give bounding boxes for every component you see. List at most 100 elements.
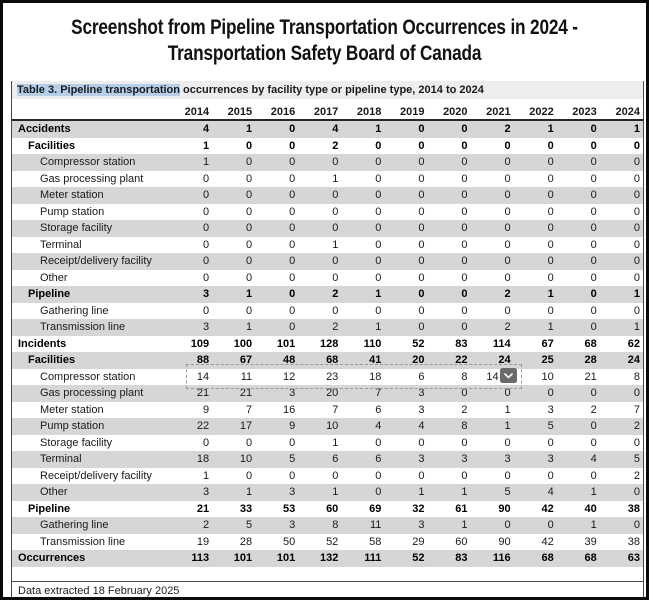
cell-2023[interactable]: 4	[590, 453, 597, 465]
cell-2023[interactable]: 1	[590, 486, 597, 498]
cell-2022[interactable]: 67	[541, 337, 554, 350]
cell-2022[interactable]: 0	[547, 222, 554, 234]
cell-2022[interactable]: 0	[547, 205, 554, 218]
cell-2014[interactable]: 3	[202, 486, 210, 498]
cell-2015[interactable]: 1	[246, 288, 253, 300]
cell-2024[interactable]: 0	[633, 189, 640, 201]
cell-2015[interactable]: 67	[239, 354, 253, 366]
cell-2024[interactable]: 5	[633, 453, 640, 465]
cell-2016[interactable]: 0	[289, 238, 296, 251]
cell-2017[interactable]: 20	[326, 387, 339, 399]
cell-2022[interactable]: 25	[541, 354, 554, 366]
cell-2022[interactable]: 10	[541, 370, 554, 383]
row-label[interactable]: Meter station	[40, 189, 104, 201]
cell-2014[interactable]: 14	[196, 370, 210, 383]
cell-2018[interactable]: 111	[364, 552, 382, 564]
cell-2021[interactable]: 0	[504, 172, 511, 185]
cell-2017[interactable]: 132	[319, 552, 339, 564]
cell-2018[interactable]: 0	[375, 222, 382, 234]
cell-2014[interactable]: 9	[202, 403, 210, 416]
cell-2024[interactable]: 0	[633, 271, 640, 284]
cell-2023[interactable]: 0	[590, 139, 597, 152]
cell-2018[interactable]: 0	[375, 469, 382, 482]
cell-2018[interactable]: 0	[375, 255, 382, 267]
cell-2022[interactable]: 0	[547, 156, 554, 168]
cell-2016[interactable]: 53	[282, 502, 296, 515]
cell-2017[interactable]: 2	[332, 321, 339, 333]
cell-2014[interactable]: 1	[202, 469, 210, 482]
cell-2018[interactable]: 0	[375, 436, 382, 449]
cell-2018[interactable]: 0	[375, 172, 382, 185]
cell-2016[interactable]: 0	[289, 172, 296, 185]
cell-2021[interactable]: 0	[504, 304, 511, 317]
row-label[interactable]: Other	[40, 486, 68, 498]
cell-2020[interactable]: 83	[455, 552, 468, 564]
cell-2019[interactable]: 52	[412, 552, 425, 564]
cell-2017[interactable]: 0	[332, 271, 339, 284]
cell-2020[interactable]: 61	[455, 502, 468, 515]
cell-2020[interactable]: 0	[461, 172, 468, 185]
row-label[interactable]: Pipeline	[28, 502, 71, 515]
row-label[interactable]: Facilities	[28, 354, 76, 366]
cell-2019[interactable]: 0	[418, 238, 425, 251]
cell-2018[interactable]: 0	[375, 156, 382, 168]
selection-dropdown-button[interactable]	[500, 368, 517, 383]
cell-2016[interactable]: 9	[289, 420, 296, 432]
cell-2023[interactable]: 0	[590, 172, 597, 185]
cell-2014[interactable]: 18	[196, 453, 210, 465]
cell-2017[interactable]: 0	[332, 205, 339, 218]
cell-2014[interactable]: 0	[202, 172, 210, 185]
cell-2024[interactable]: 0	[633, 519, 640, 531]
cell-2016[interactable]: 3	[289, 519, 296, 531]
cell-2022[interactable]: 68	[541, 552, 554, 564]
cell-2016[interactable]: 0	[289, 271, 296, 284]
cell-2018[interactable]: 0	[375, 271, 382, 284]
row-label[interactable]: Storage facility	[40, 436, 113, 449]
row-label[interactable]: Terminal	[40, 238, 82, 251]
cell-2019[interactable]: 3	[418, 519, 425, 531]
cell-2015[interactable]: 1	[246, 123, 253, 135]
cell-2015[interactable]: 17	[239, 420, 253, 432]
cell-2020[interactable]: 0	[461, 387, 468, 399]
cell-2018[interactable]: 110	[363, 337, 382, 350]
cell-2015[interactable]: 0	[246, 436, 253, 449]
cell-2019[interactable]: 3	[418, 403, 425, 416]
row-label[interactable]: Facilities	[28, 139, 76, 152]
cell-2021[interactable]: 0	[504, 222, 511, 234]
row-label[interactable]: Transmission line	[40, 535, 126, 548]
cell-2022[interactable]: 3	[547, 453, 554, 465]
cell-2024[interactable]: 24	[627, 354, 640, 366]
cell-2016[interactable]: 0	[289, 469, 296, 482]
cell-2022[interactable]: 0	[547, 255, 554, 267]
cell-2015[interactable]: 0	[246, 189, 253, 201]
cell-2017[interactable]: 52	[326, 535, 339, 548]
cell-2023[interactable]: 0	[590, 271, 597, 284]
cell-2023[interactable]: 28	[584, 354, 597, 366]
cell-2022[interactable]: 0	[547, 304, 554, 317]
cell-2016[interactable]: 0	[289, 139, 296, 152]
cell-2015[interactable]: 101	[233, 552, 253, 564]
cell-2023[interactable]: 0	[590, 304, 597, 317]
cell-2016[interactable]: 0	[289, 288, 296, 300]
cell-2020[interactable]: 0	[461, 288, 468, 300]
cell-2023[interactable]: 21	[584, 370, 597, 383]
cell-2014[interactable]: 22	[196, 420, 210, 432]
cell-2019[interactable]: 0	[418, 222, 425, 234]
cell-2014[interactable]: 0	[202, 271, 210, 284]
cell-2016[interactable]: 0	[289, 205, 296, 218]
cell-2014[interactable]: 88	[196, 354, 210, 366]
cell-2014[interactable]: 1	[202, 156, 210, 168]
cell-2017[interactable]: 2	[332, 288, 339, 300]
cell-2023[interactable]: 1	[590, 519, 597, 531]
cell-2024[interactable]: 1	[633, 123, 640, 135]
cell-2017[interactable]: 7	[332, 403, 339, 416]
cell-2017[interactable]: 1	[332, 238, 339, 251]
cell-2014[interactable]: 21	[196, 387, 210, 399]
cell-2014[interactable]: 21	[196, 502, 210, 515]
cell-2021[interactable]: 5	[504, 486, 511, 498]
cell-2019[interactable]: 0	[418, 205, 425, 218]
cell-2020[interactable]: 0	[461, 271, 468, 284]
cell-2019[interactable]: 29	[412, 535, 425, 548]
cell-2020[interactable]: 1	[461, 519, 468, 531]
cell-2018[interactable]: 4	[375, 420, 382, 432]
